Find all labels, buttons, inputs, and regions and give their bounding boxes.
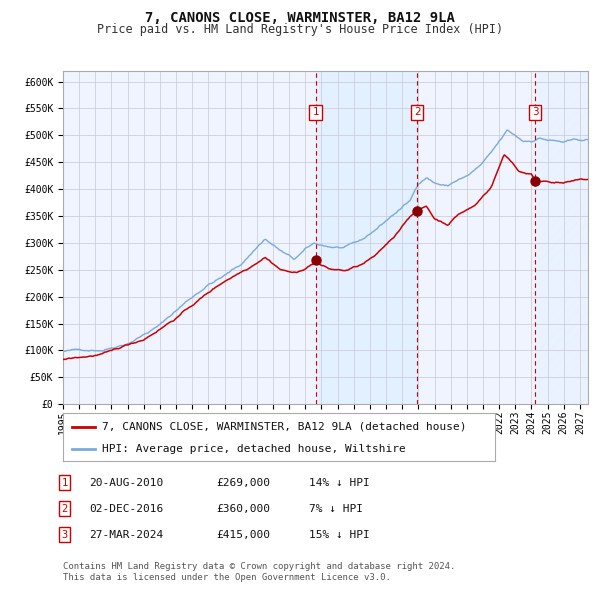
Text: 3: 3 [532,107,538,117]
Text: 15% ↓ HPI: 15% ↓ HPI [309,530,370,539]
Text: 20-AUG-2010: 20-AUG-2010 [89,478,163,487]
Text: 3: 3 [62,530,68,539]
Bar [535,71,588,404]
Text: 02-DEC-2016: 02-DEC-2016 [89,504,163,513]
Text: 7% ↓ HPI: 7% ↓ HPI [309,504,363,513]
Text: 14% ↓ HPI: 14% ↓ HPI [309,478,370,487]
Text: 1: 1 [62,478,68,487]
Text: HPI: Average price, detached house, Wiltshire: HPI: Average price, detached house, Wilt… [102,444,406,454]
Text: 7, CANONS CLOSE, WARMINSTER, BA12 9LA (detached house): 7, CANONS CLOSE, WARMINSTER, BA12 9LA (d… [102,421,466,431]
Text: 2: 2 [414,107,421,117]
Text: £415,000: £415,000 [216,530,270,539]
Bar [316,71,417,404]
Text: Contains HM Land Registry data © Crown copyright and database right 2024.
This d: Contains HM Land Registry data © Crown c… [63,562,455,582]
Text: 2: 2 [62,504,68,513]
Text: £269,000: £269,000 [216,478,270,487]
Text: 7, CANONS CLOSE, WARMINSTER, BA12 9LA: 7, CANONS CLOSE, WARMINSTER, BA12 9LA [145,11,455,25]
Text: 27-MAR-2024: 27-MAR-2024 [89,530,163,539]
Text: 1: 1 [313,107,319,117]
Text: Price paid vs. HM Land Registry's House Price Index (HPI): Price paid vs. HM Land Registry's House … [97,23,503,36]
Text: £360,000: £360,000 [216,504,270,513]
